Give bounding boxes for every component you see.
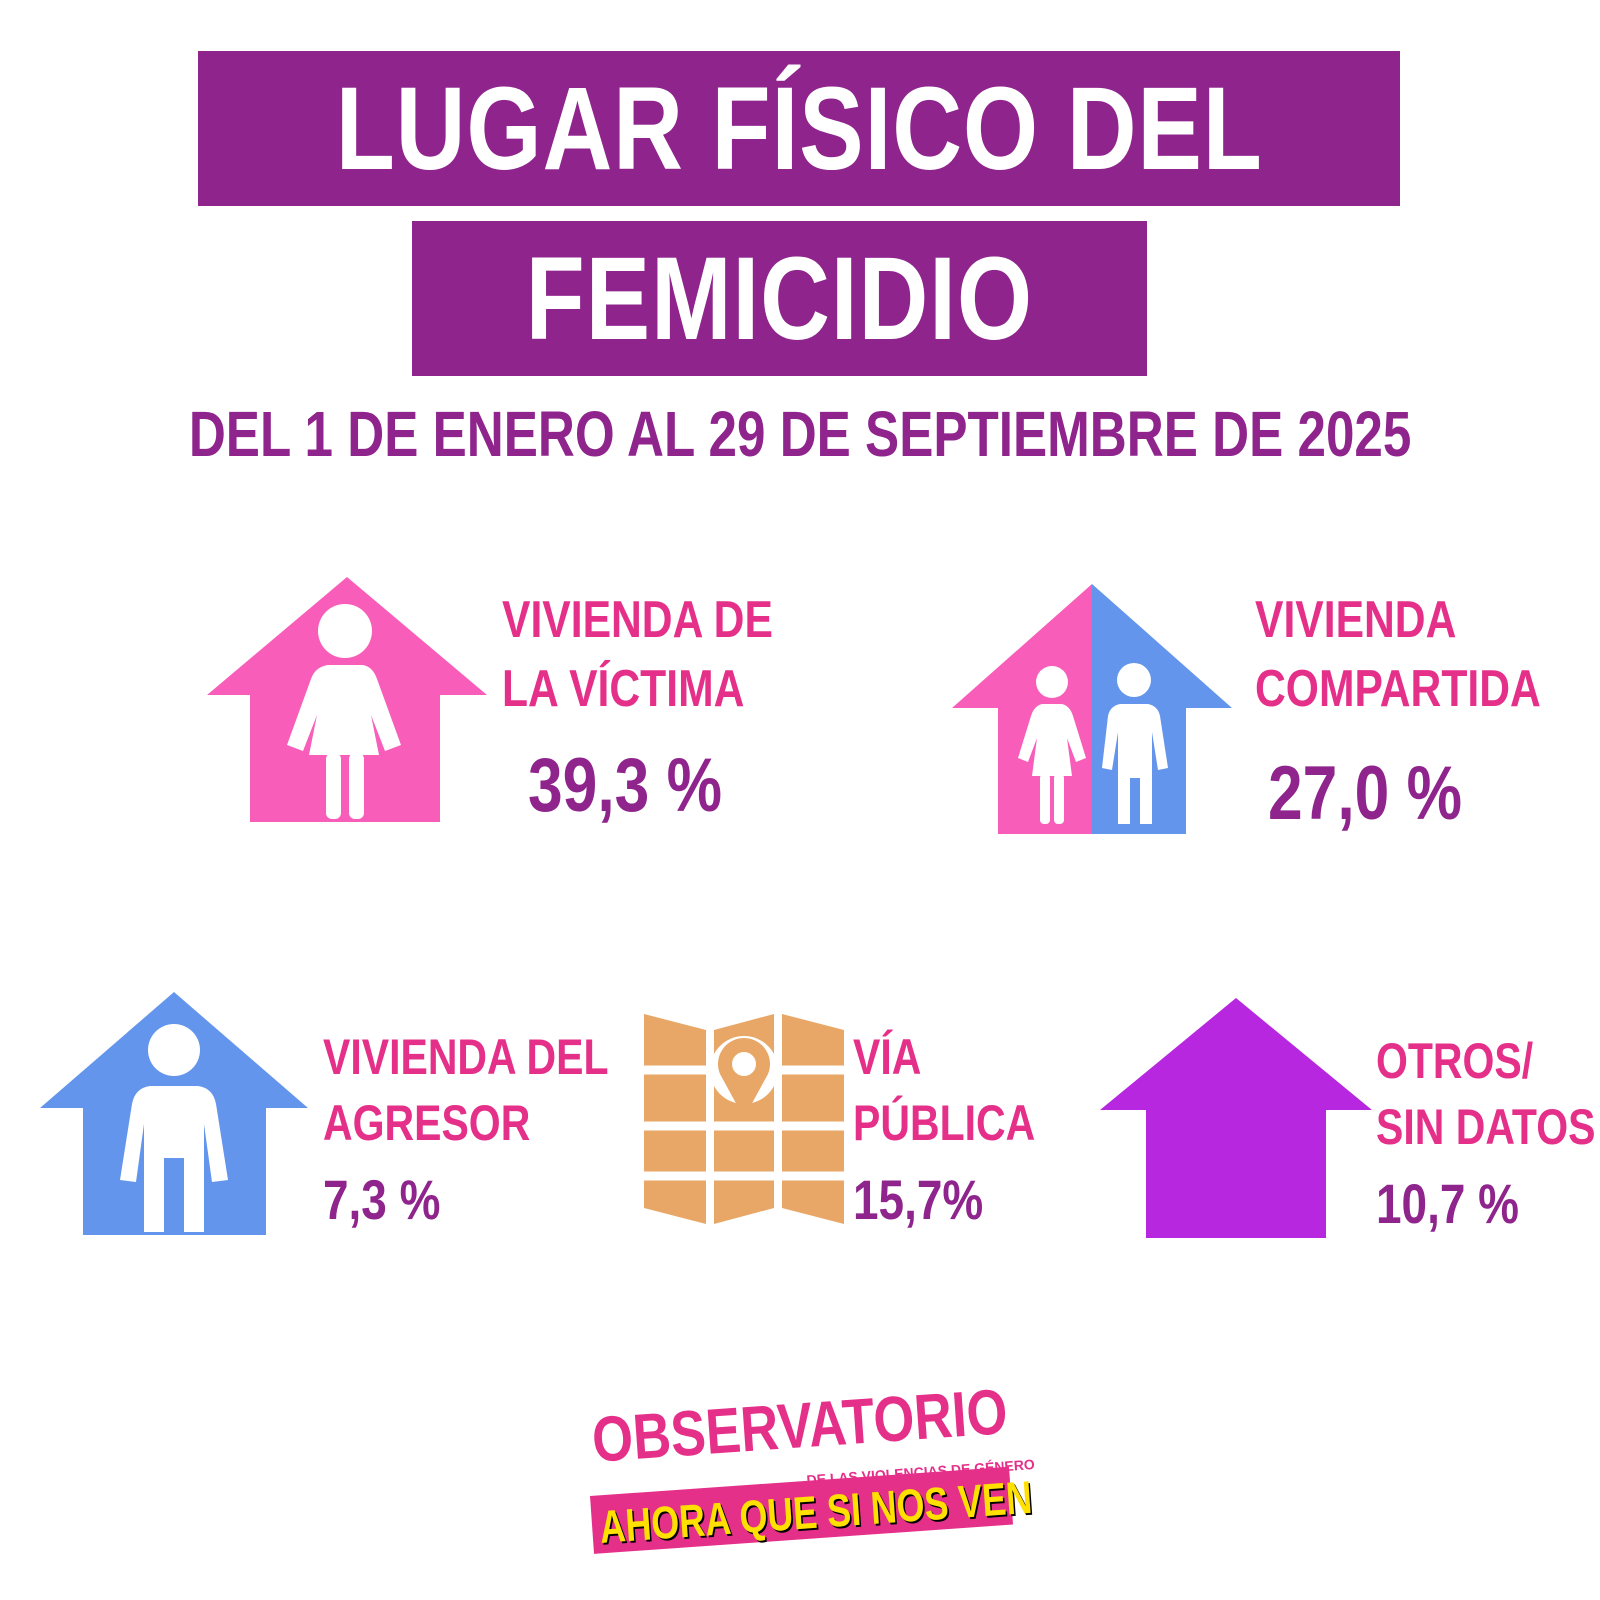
label-line: VIVIENDA DE (502, 591, 773, 649)
map-pin-icon (640, 1014, 846, 1224)
value-vivienda-agresor: 7,3 % (323, 1172, 466, 1228)
label-line: COMPARTIDA (1255, 659, 1541, 718)
observatorio-logo: OBSERVATORIO DE LAS VIOLENCIAS DE GÉNERO… (590, 1375, 1035, 1578)
logo-title: OBSERVATORIO (589, 1374, 1010, 1476)
title-band-1: LUGAR FÍSICO DEL (198, 51, 1400, 206)
label-otros-sin-datos: OTROS/ SIN DATOS (1376, 1028, 1600, 1160)
label-vivienda-agresor: VIVIENDA DEL AGRESOR (323, 1024, 671, 1156)
value-text: 10,7 % (1376, 1172, 1519, 1235)
label-line: LA VÍCTIMA (502, 659, 745, 718)
value-vivienda-victima: 39,3 % (528, 748, 765, 824)
label-line: VÍA (853, 1029, 922, 1085)
label-line: AGRESOR (323, 1095, 531, 1151)
value-via-publica: 15,7% (853, 1172, 1012, 1228)
label-via-publica: VÍA PÚBLICA (853, 1024, 1075, 1156)
logo-slogan: AHORA QUE SI NOS VEN (597, 1470, 1034, 1553)
label-line: SIN DATOS (1376, 1099, 1596, 1155)
value-text: 15,7% (853, 1168, 984, 1231)
label-vivienda-compartida: VIVIENDA COMPARTIDA (1255, 586, 1600, 723)
date-range-text: DEL 1 DE ENERO AL 29 DE SEPTIEMBRE DE 20… (188, 398, 1412, 470)
label-line: PÚBLICA (853, 1095, 1036, 1151)
label-vivienda-victima: VIVIENDA DE LA VÍCTIMA (502, 586, 832, 723)
house-man-icon (40, 992, 308, 1235)
page-title-line2: FEMICIDIO (525, 232, 1034, 365)
value-text: 7,3 % (323, 1168, 441, 1231)
value-otros-sin-datos: 10,7 % (1376, 1176, 1550, 1232)
page-title-line1: LUGAR FÍSICO DEL (335, 62, 1263, 195)
house-woman-icon (207, 577, 487, 822)
house-empty-icon (1100, 998, 1372, 1238)
value-vivienda-compartida: 27,0 % (1268, 756, 1505, 832)
value-text: 27,0 % (1268, 751, 1463, 836)
label-line: OTROS/ (1376, 1033, 1534, 1089)
label-line: VIVIENDA (1255, 591, 1457, 649)
house-shared-icon (952, 584, 1232, 834)
title-band-2: FEMICIDIO (412, 221, 1147, 376)
value-text: 39,3 % (528, 743, 723, 828)
date-range-subtitle: DEL 1 DE ENERO AL 29 DE SEPTIEMBRE DE 20… (0, 402, 1600, 466)
label-line: VIVIENDA DEL (323, 1029, 609, 1085)
